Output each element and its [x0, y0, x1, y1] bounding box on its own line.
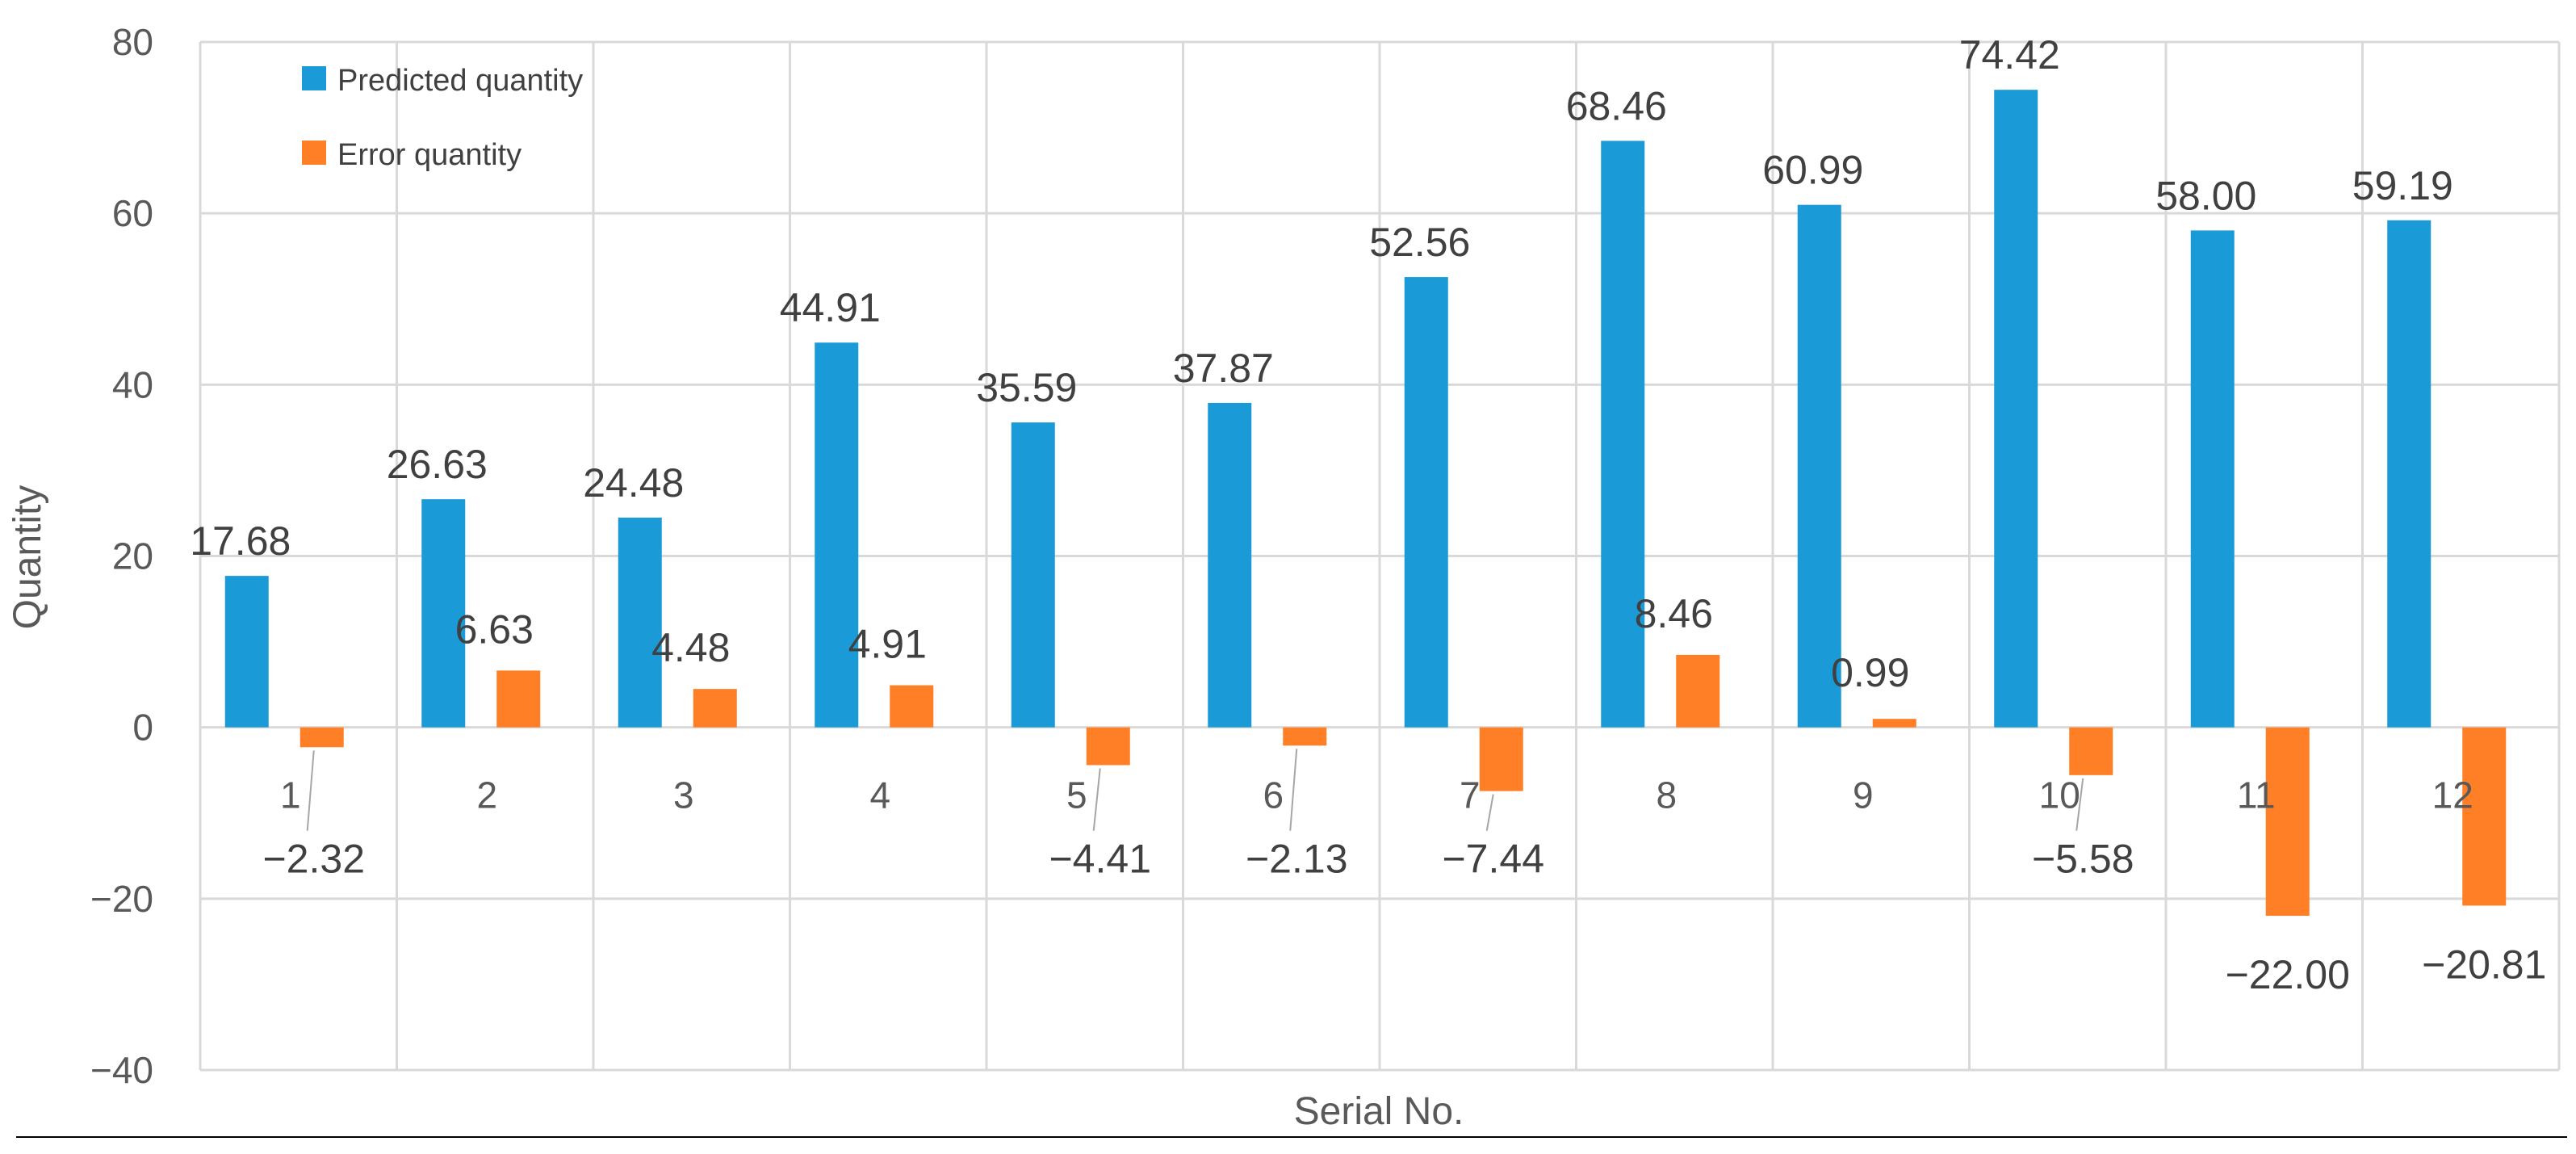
legend: Predicted quantity Error quantity	[302, 64, 583, 172]
data-label-predicted: 74.42	[1959, 32, 2060, 78]
data-label-predicted: 68.46	[1566, 83, 1667, 128]
bar-predicted	[1601, 141, 1645, 728]
data-label-error: −5.58	[2032, 837, 2134, 882]
legend-swatch	[302, 141, 326, 165]
bar-predicted	[618, 517, 662, 728]
data-label-predicted: 59.19	[2352, 163, 2453, 208]
bar-error	[693, 689, 737, 728]
data-label-predicted: 58.00	[2155, 173, 2256, 218]
y-tick-label: 60	[112, 192, 153, 234]
y-tick-label: −20	[90, 878, 153, 920]
data-label-predicted: 17.68	[190, 518, 291, 564]
bars	[224, 90, 2507, 917]
bar-error	[1283, 727, 1327, 746]
data-label-predicted: 37.87	[1173, 346, 1274, 391]
data-label-predicted: 60.99	[1762, 148, 1863, 193]
y-tick-label: 20	[112, 535, 153, 577]
x-tick-label: 12	[2432, 774, 2473, 816]
bar-predicted	[224, 576, 269, 728]
x-tick-label: 4	[869, 774, 890, 816]
leader-line	[1289, 749, 1298, 831]
leader-line	[2075, 778, 2084, 831]
bar-error	[496, 670, 541, 728]
data-label-predicted: 35.59	[976, 365, 1077, 410]
x-tick-label: 11	[2237, 774, 2276, 816]
leader-line	[306, 750, 315, 831]
data-label-error: 0.99	[1831, 650, 1909, 695]
data-label-predicted: 44.91	[780, 285, 881, 330]
grid-lines	[199, 40, 2561, 1072]
data-label-error: 4.91	[848, 622, 927, 667]
leader-line	[1092, 768, 1101, 831]
legend-label: Predicted quantity	[337, 64, 583, 98]
data-labels: 17.68 −2.32 26.63 6.63 24.48 4.48 44.91 4.91 35.…	[190, 32, 2546, 997]
bar-predicted	[815, 342, 859, 728]
x-tick-label: 7	[1460, 774, 1481, 816]
y-tick-label: 40	[112, 363, 153, 405]
data-label-error: −4.41	[1049, 837, 1151, 882]
data-label-error: −7.44	[1442, 837, 1544, 882]
bar-error	[2462, 727, 2507, 906]
x-tick-label: 10	[2039, 774, 2080, 816]
x-tick-label: 1	[280, 774, 301, 816]
legend-label: Error quantity	[337, 138, 521, 172]
data-label-error: −20.81	[2422, 942, 2546, 987]
bar-error	[299, 727, 344, 748]
data-label-predicted: 26.63	[387, 442, 488, 487]
bar-predicted	[2190, 230, 2235, 728]
leader-line	[1485, 794, 1494, 831]
x-tick-label: 2	[476, 774, 497, 816]
data-label-predicted: 52.56	[1369, 220, 1470, 265]
y-tick-label: 80	[112, 21, 153, 63]
bar-error	[1872, 719, 1916, 728]
y-tick-label: 0	[132, 707, 153, 749]
x-tick-label: 5	[1066, 774, 1087, 816]
bar-predicted	[1994, 90, 2038, 728]
bar-error	[890, 685, 934, 728]
x-tick-label: 8	[1656, 774, 1677, 816]
bar-error	[2265, 727, 2310, 917]
data-label-predicted: 24.48	[583, 460, 684, 506]
bar-predicted	[1011, 422, 1055, 728]
bar-predicted	[1208, 402, 1252, 728]
x-tick-label: 3	[673, 774, 694, 816]
data-label-error: −2.32	[262, 837, 365, 882]
bar-predicted	[1404, 277, 1448, 728]
data-label-error: 4.48	[651, 625, 730, 670]
bar-predicted	[2387, 220, 2431, 728]
x-axis-title: Serial No.	[1294, 1090, 1464, 1133]
y-axis-title: Quantity	[6, 485, 49, 630]
y-tick-label: −40	[90, 1049, 153, 1091]
x-tick-label: 9	[1853, 774, 1874, 816]
bar-error	[2069, 727, 2113, 775]
legend-swatch	[302, 66, 326, 90]
data-label-error: 6.63	[455, 606, 534, 652]
bar-error	[1086, 727, 1130, 766]
bar-predicted	[1797, 204, 1841, 728]
data-label-error: −22.00	[2226, 952, 2350, 997]
bar-error	[1479, 727, 1523, 791]
x-tick-label: 6	[1263, 774, 1284, 816]
x-axis-ticks: 1 2 3 4 5 6 7 8 9 10 11 12	[280, 774, 2473, 816]
data-label-error: −2.13	[1246, 837, 1348, 882]
bar-predicted	[421, 499, 466, 728]
bar-error	[1676, 654, 1720, 728]
y-axis-ticks: 80 60 40 20 0 −20 −40	[90, 21, 153, 1091]
data-label-error: 8.46	[1635, 591, 1713, 636]
